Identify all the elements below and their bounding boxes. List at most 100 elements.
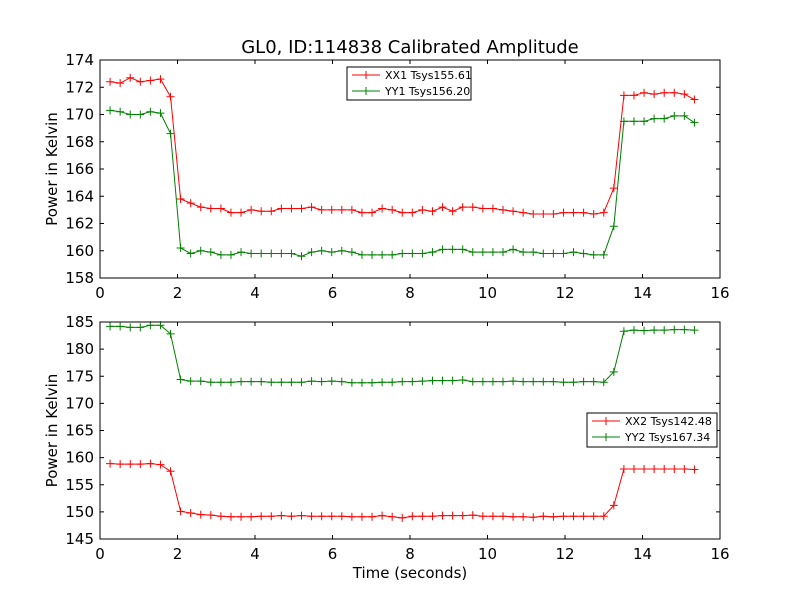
data-point xyxy=(357,208,366,217)
data-point xyxy=(277,511,286,520)
data-point xyxy=(579,377,588,386)
data-point xyxy=(680,90,689,99)
data-point xyxy=(368,512,377,521)
data-point xyxy=(116,460,125,469)
data-point xyxy=(206,511,215,520)
data-point xyxy=(650,90,659,99)
x-tick-label: 6 xyxy=(328,545,338,563)
data-point xyxy=(448,376,457,385)
data-point xyxy=(297,252,306,261)
data-point xyxy=(247,512,256,521)
data-point xyxy=(680,465,689,474)
data-point xyxy=(347,378,356,387)
y-tick-label: 162 xyxy=(65,215,94,233)
y-tick-label: 170 xyxy=(65,394,94,412)
data-point xyxy=(247,377,256,386)
data-point xyxy=(509,377,518,386)
data-point xyxy=(368,378,377,387)
data-point xyxy=(519,208,528,217)
data-point xyxy=(136,460,145,469)
data-point xyxy=(660,326,669,335)
data-point xyxy=(206,204,215,213)
data-point xyxy=(579,208,588,217)
data-point xyxy=(640,117,649,126)
data-point xyxy=(327,377,336,386)
data-point xyxy=(488,248,497,257)
data-point xyxy=(166,467,175,476)
data-point xyxy=(458,203,467,212)
data-point xyxy=(539,209,548,218)
x-tick-label: 4 xyxy=(250,284,260,302)
data-point xyxy=(398,249,407,258)
x-tick-label: 16 xyxy=(710,545,729,563)
data-point xyxy=(609,367,618,376)
data-point xyxy=(589,209,598,218)
data-point xyxy=(176,507,185,516)
data-point xyxy=(539,512,548,521)
y-tick-label: 174 xyxy=(65,51,94,69)
data-point xyxy=(116,322,125,331)
data-point xyxy=(529,513,538,522)
legend-label: YY2 Tsys167.34 xyxy=(624,431,710,444)
data-point xyxy=(267,378,276,387)
data-point xyxy=(690,465,699,474)
data-point xyxy=(670,465,679,474)
data-point xyxy=(388,205,397,214)
data-point xyxy=(529,209,538,218)
data-point xyxy=(398,377,407,386)
legend-box xyxy=(586,412,718,448)
data-point xyxy=(216,512,225,521)
data-point xyxy=(539,377,548,386)
data-point xyxy=(116,79,125,88)
data-point xyxy=(176,244,185,253)
data-point xyxy=(106,106,115,115)
data-point xyxy=(589,377,598,386)
data-point xyxy=(196,246,205,255)
data-point xyxy=(619,327,628,336)
data-point xyxy=(216,250,225,259)
x-tick-label: 0 xyxy=(95,284,105,302)
data-point xyxy=(640,88,649,97)
y-tick-label: 175 xyxy=(65,367,94,385)
data-point xyxy=(438,376,447,385)
data-point xyxy=(529,377,538,386)
data-point xyxy=(629,465,638,474)
subplot-2: 0 2 4 6 8 10 12 14 16 145 150 155 160 165 170 175 180 185… xyxy=(43,313,730,563)
data-point xyxy=(650,114,659,123)
data-point xyxy=(267,207,276,216)
data-point xyxy=(287,249,296,258)
data-point xyxy=(297,204,306,213)
data-point xyxy=(136,110,145,119)
data-point xyxy=(509,207,518,216)
data-point xyxy=(247,249,256,258)
data-point xyxy=(408,377,417,386)
data-point xyxy=(257,377,266,386)
series-2 xyxy=(106,321,699,387)
data-point xyxy=(277,204,286,213)
chart-title: GL0, ID:114838 Calibrated Amplitude xyxy=(241,37,579,58)
data-point xyxy=(640,326,649,335)
legend-label: YY1 Tsys156.20 xyxy=(384,85,470,98)
data-point xyxy=(287,378,296,387)
data-point xyxy=(448,207,457,216)
data-point xyxy=(519,248,528,257)
x-tick-label: 12 xyxy=(555,284,574,302)
data-point xyxy=(277,249,286,258)
data-point xyxy=(257,207,266,216)
data-point xyxy=(569,248,578,257)
data-point xyxy=(619,465,628,474)
data-point xyxy=(337,512,346,521)
data-point xyxy=(247,205,256,214)
data-point xyxy=(408,208,417,217)
data-point xyxy=(357,378,366,387)
y-tick-label: 160 xyxy=(65,449,94,467)
data-point xyxy=(670,88,679,97)
data-point xyxy=(388,250,397,259)
data-point xyxy=(267,512,276,521)
x-tick-label: 16 xyxy=(710,284,729,302)
data-point xyxy=(378,204,387,213)
data-point xyxy=(629,117,638,126)
data-point xyxy=(166,329,175,338)
x-tick-label: 4 xyxy=(250,545,260,563)
y-tick-label: 166 xyxy=(65,160,94,178)
